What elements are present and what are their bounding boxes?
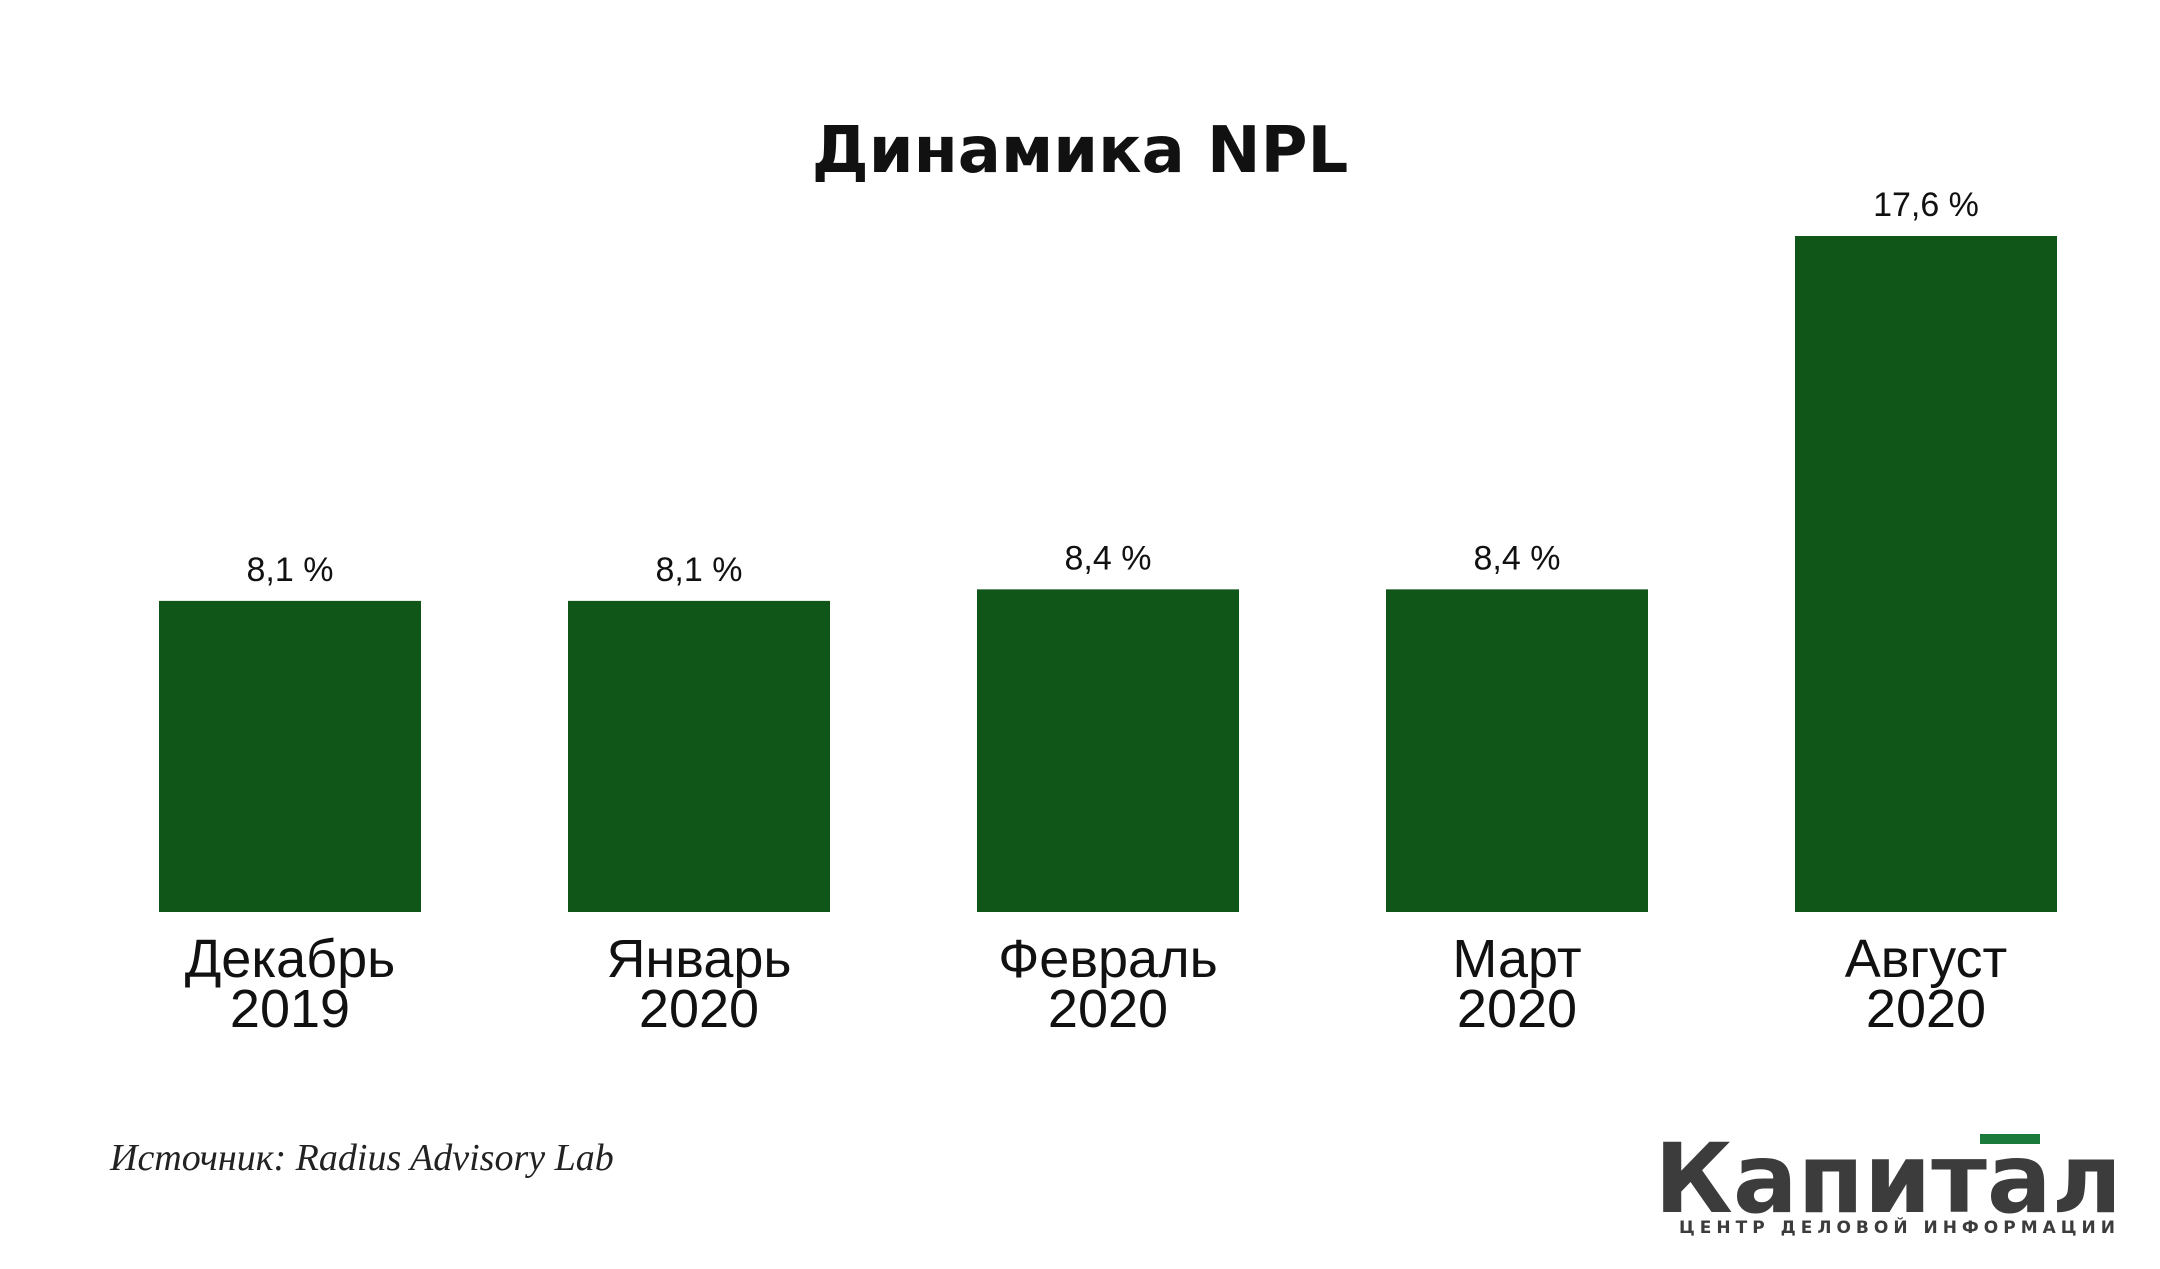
bar-2 bbox=[977, 589, 1239, 912]
bar-4 bbox=[1795, 236, 2057, 912]
category-label-4-line-0: Август bbox=[1845, 929, 2008, 989]
value-label-0: 8,1 % bbox=[247, 551, 334, 589]
category-label-1-line-1: 2020 bbox=[639, 979, 759, 1039]
value-label-3: 8,4 % bbox=[1474, 539, 1561, 577]
category-label-3-line-0: Март bbox=[1452, 929, 1581, 989]
bar-1 bbox=[568, 600, 830, 912]
category-label-2-line-0: Февраль bbox=[998, 929, 1217, 989]
value-label-1: 8,1 % bbox=[656, 551, 743, 589]
bar-3 bbox=[1386, 589, 1648, 912]
category-label-2-line-1: 2020 bbox=[1048, 979, 1168, 1039]
bar-0 bbox=[159, 600, 421, 912]
value-label-2: 8,4 % bbox=[1065, 539, 1152, 577]
category-label-4-line-1: 2020 bbox=[1866, 979, 1986, 1039]
logo-tagline: ЦЕНТР ДЕЛОВОЙ ИНФОРМАЦИИ bbox=[1679, 1216, 2120, 1238]
category-label-1-line-0: Январь bbox=[606, 929, 791, 989]
source-note: Источник: Radius Advisory Lab bbox=[109, 1137, 614, 1179]
kapital-logo: Капитал ЦЕНТР ДЕЛОВОЙ ИНФОРМАЦИИ bbox=[1654, 1123, 2122, 1238]
bars-group bbox=[159, 236, 2057, 912]
chart-title: Динамика NPL bbox=[812, 114, 1349, 188]
category-label-3-line-1: 2020 bbox=[1457, 979, 1577, 1039]
logo-wordmark: Капитал bbox=[1654, 1123, 2122, 1235]
value-label-4: 17,6 % bbox=[1873, 186, 1979, 224]
value-labels-group: 8,1 % 8,1 % 8,4 % 8,4 % 17,6 % bbox=[247, 186, 1979, 589]
category-label-0-line-0: Декабрь bbox=[185, 929, 396, 989]
logo-accent-bar bbox=[1980, 1134, 2040, 1144]
category-labels-group: Декабрь2019Январь2020Февраль2020Март2020… bbox=[185, 929, 2008, 1039]
category-label-0-line-1: 2019 bbox=[230, 979, 350, 1039]
